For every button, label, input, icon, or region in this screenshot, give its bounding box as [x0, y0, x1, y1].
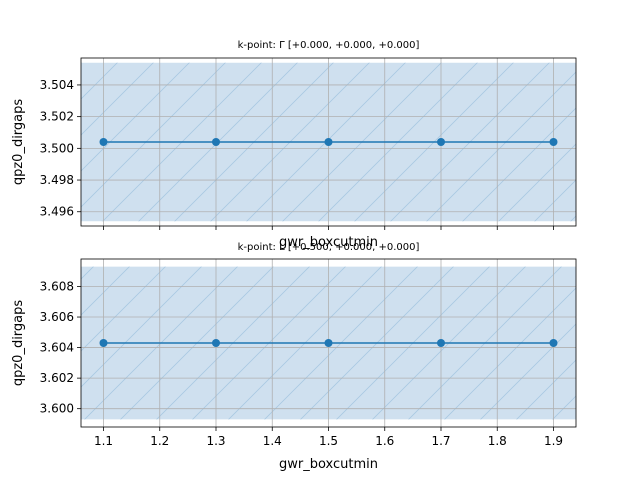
bottom-data-point	[324, 339, 333, 347]
bottom-x-tick-label: 1.4	[263, 434, 282, 448]
top-y-axis-label: qpz0_dirgaps	[11, 99, 26, 186]
top-data-point	[212, 138, 220, 146]
bottom-y-tick-label: 3.602	[40, 371, 74, 385]
bottom-y-tick-label: 3.604	[40, 341, 74, 355]
bottom-plot-marks: 1.1 1.2 1.3 1.4 1.5 1.6 1.7 1.8 1.9 3.600 3.602 3.6…	[40, 258, 577, 448]
bottom-x-tick-label: 1.3	[206, 434, 225, 448]
top-data-point	[324, 138, 333, 146]
bottom-y-tick-label: 3.606	[40, 310, 74, 324]
top-y-tick-label: 3.500	[40, 141, 74, 155]
top-plot-title: k-point: Γ [+0.000, +0.000, +0.000]	[238, 40, 420, 51]
bottom-x-tick-label: 1.8	[488, 434, 507, 448]
bottom-data-point	[549, 339, 558, 347]
bottom-x-tick-label: 1.6	[375, 434, 394, 448]
bottom-data-point	[99, 339, 108, 347]
bottom-y-axis-label: qpz0_dirgaps	[11, 300, 26, 387]
bottom-x-axis-label: gwr_boxcutmin	[279, 457, 378, 472]
top-data-point	[99, 138, 108, 146]
top-data-point	[437, 138, 445, 146]
top-y-tick-label: 3.504	[40, 78, 74, 92]
bottom-y-tick-label: 3.600	[40, 402, 74, 416]
top-data-point	[549, 138, 558, 146]
bottom-x-tick-label: 1.9	[544, 434, 563, 448]
top-x-axis-label: gwr_boxcutmin	[279, 235, 378, 250]
bottom-x-tick-label: 1.5	[319, 434, 338, 448]
bottom-y-tick-label: 3.608	[40, 279, 74, 293]
gamma-point-panel: k-point: Γ [+0.000, +0.000, +0.000] 3.49…	[11, 40, 577, 250]
bottom-x-tick-label: 1.1	[94, 434, 113, 448]
l-point-panel: k-point: L [+0.500, +0.000, +0.000] 1.1 1…	[11, 242, 577, 472]
top-plot-marks: 3.496 3.498 3.500 3.502 3.504	[40, 57, 577, 230]
top-y-tick-label: 3.496	[40, 205, 74, 219]
bottom-data-point	[437, 339, 445, 347]
bottom-x-tick-label: 1.2	[150, 434, 169, 448]
bottom-data-point	[212, 339, 220, 347]
bottom-plot-title: k-point: L [+0.500, +0.000, +0.000]	[238, 242, 420, 253]
top-y-tick-label: 3.502	[40, 110, 74, 124]
top-y-tick-label: 3.498	[40, 173, 74, 187]
bottom-x-tick-label: 1.7	[431, 434, 450, 448]
